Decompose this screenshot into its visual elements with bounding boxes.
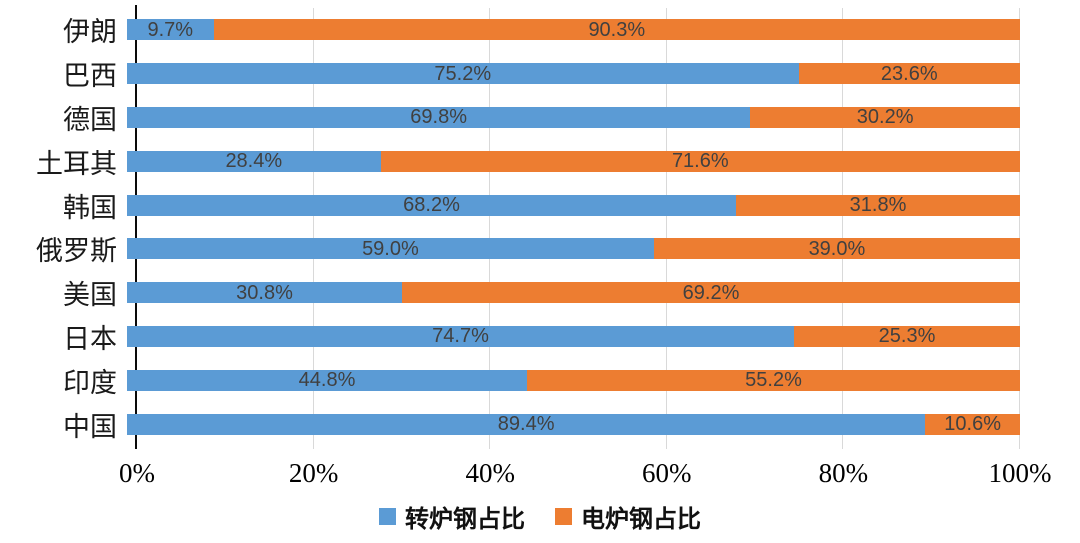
bar-track: 75.2% 23.6%: [127, 62, 1020, 85]
bar-segment-electric: 71.6%: [380, 150, 1020, 173]
bar-track: 89.4% 10.6%: [127, 413, 1020, 436]
bar-segment-converter: 75.2%: [127, 62, 799, 85]
gridline-100: [1019, 8, 1020, 449]
legend-item-converter-steel: 转炉钢占比: [379, 499, 525, 534]
data-label: 75.2%: [434, 62, 492, 85]
bar-track: 69.8% 30.2%: [127, 106, 1020, 129]
bar-row: 中国 89.4% 10.6%: [0, 402, 1020, 446]
data-label: 30.8%: [236, 281, 293, 304]
bar-segment-electric: 31.8%: [736, 194, 1020, 217]
data-label: 23.6%: [880, 62, 938, 85]
gridline-60: [665, 8, 667, 449]
category-label: 德国: [63, 104, 117, 135]
bar-segment-converter: 28.4%: [127, 150, 381, 173]
category-label: 日本: [63, 323, 117, 354]
bar-segment-converter: 59.0%: [127, 237, 654, 260]
legend-item-electric-steel: 电炉钢占比: [555, 499, 701, 534]
gridline-40: [489, 8, 491, 449]
category-label: 美国: [63, 280, 117, 311]
data-label: 39.0%: [808, 237, 866, 260]
bar-segment-electric: 25.3%: [794, 325, 1020, 348]
legend-label: 转炉钢占比: [405, 506, 525, 533]
legend-swatch-orange-icon: [555, 508, 572, 525]
gridline-80: [842, 8, 844, 449]
category-label: 印度: [63, 367, 117, 398]
category-label: 俄罗斯: [36, 236, 117, 267]
x-tick-label: 80%: [818, 458, 869, 488]
bar-track: 9.7% 90.3%: [127, 18, 1020, 41]
category-label: 巴西: [63, 61, 117, 92]
data-label: 10.6%: [944, 413, 1002, 436]
bar-track: 68.2% 31.8%: [127, 194, 1020, 217]
data-label: 9.7%: [147, 18, 194, 41]
bar-segment-electric: 10.6%: [925, 413, 1020, 436]
gridline-20: [312, 8, 314, 449]
bar-segment-converter: 74.7%: [127, 325, 795, 348]
category-label: 土耳其: [36, 148, 117, 179]
bar-segment-electric: 23.6%: [798, 62, 1020, 85]
legend: 转炉钢占比 电炉钢占比: [0, 499, 1080, 534]
x-tick-label: 40%: [465, 458, 515, 488]
data-label: 74.7%: [432, 325, 489, 348]
bar-segment-electric: 69.2%: [402, 281, 1020, 304]
bar-segment-converter: 44.8%: [127, 369, 528, 392]
bar-row: 德国 69.8% 30.2%: [0, 96, 1020, 140]
data-label: 69.2%: [682, 281, 740, 304]
data-label: 44.8%: [298, 369, 356, 392]
data-label: 90.3%: [588, 18, 646, 41]
data-label: 69.8%: [410, 106, 468, 129]
bar-segment-converter: 30.8%: [127, 281, 403, 304]
bar-segment-converter: 68.2%: [127, 194, 737, 217]
x-tick-label: 0%: [119, 458, 155, 488]
y-axis-line: [135, 5, 137, 449]
bar-track: 28.4% 71.6%: [127, 150, 1020, 173]
bar-segment-electric: 39.0%: [653, 237, 1020, 260]
bar-row: 日本 74.7% 25.3%: [0, 315, 1020, 359]
x-tick-label: 60%: [642, 458, 692, 488]
legend-swatch-blue-icon: [379, 508, 396, 525]
bar-segment-electric: 30.2%: [750, 106, 1020, 129]
category-label: 伊朗: [63, 17, 117, 48]
bar-row: 巴西 75.2% 23.6%: [0, 52, 1020, 96]
data-label: 30.2%: [856, 106, 914, 129]
bar-track: 74.7% 25.3%: [127, 325, 1020, 348]
bar-row: 印度 44.8% 55.2%: [0, 358, 1020, 402]
data-label: 55.2%: [745, 369, 802, 392]
bar-segment-converter: 9.7%: [127, 18, 214, 41]
x-axis-ticks: 0% 20% 40% 60% 80% 100%: [119, 458, 1052, 488]
data-label: 28.4%: [225, 150, 283, 173]
data-label: 59.0%: [362, 237, 419, 260]
x-tick-label: 100%: [988, 458, 1052, 488]
bar-track: 44.8% 55.2%: [127, 369, 1020, 392]
bar-row: 美国 30.8% 69.2%: [0, 271, 1020, 315]
data-label: 68.2%: [403, 194, 460, 217]
category-label: 韩国: [63, 192, 117, 223]
plot-area: [137, 8, 1020, 449]
bar-track: 59.0% 39.0%: [127, 237, 1020, 260]
data-label: 89.4%: [497, 413, 555, 436]
category-label: 中国: [63, 411, 117, 442]
bar-row: 伊朗 9.7% 90.3%: [0, 8, 1020, 52]
data-label: 31.8%: [849, 194, 907, 217]
legend-label: 电炉钢占比: [581, 506, 701, 533]
bar-row: 韩国 68.2% 31.8%: [0, 183, 1020, 227]
data-label: 25.3%: [878, 325, 936, 348]
bar-segment-electric: 90.3%: [213, 18, 1020, 41]
bar-rows: 伊朗 9.7% 90.3% 巴西 75.2% 23.6% 德国 69.8% 30.2% 土耳其 28…: [0, 8, 1020, 446]
bar-row: 俄罗斯 59.0% 39.0%: [0, 227, 1020, 271]
bar-segment-converter: 89.4%: [127, 413, 926, 436]
data-label: 71.6%: [671, 150, 729, 173]
x-tick-label: 20%: [288, 458, 339, 488]
bar-segment-electric: 55.2%: [527, 369, 1020, 392]
bar-segment-converter: 69.8%: [127, 106, 751, 129]
bar-track: 30.8% 69.2%: [127, 281, 1020, 304]
bar-row: 土耳其 28.4% 71.6%: [0, 139, 1020, 183]
